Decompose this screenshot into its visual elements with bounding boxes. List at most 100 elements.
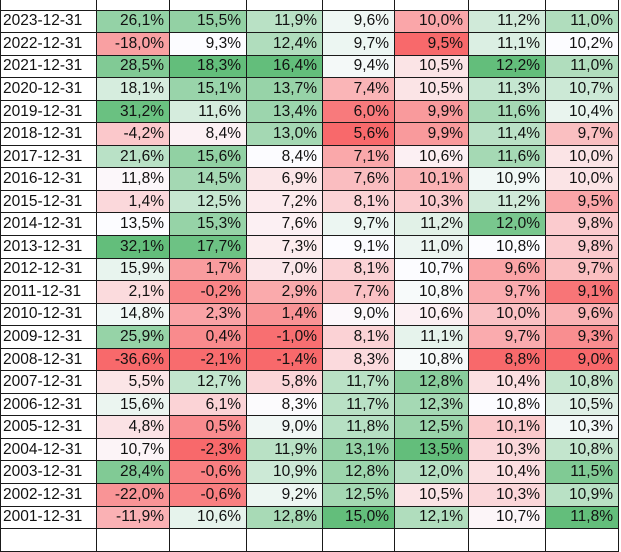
return-cell[interactable]: 12,8% [246, 505, 323, 530]
return-cell[interactable]: 8,1% [322, 325, 395, 349]
return-cell[interactable]: 12,2% [468, 54, 546, 79]
return-cell[interactable]: 13,4% [246, 99, 323, 124]
return-cell[interactable]: 9,4% [322, 54, 395, 79]
return-cell[interactable]: 13,5% [394, 437, 469, 462]
date-cell[interactable]: 2021-12-31 [0, 54, 97, 79]
return-cell[interactable]: 13,7% [246, 77, 323, 101]
return-cell[interactable]: -2,3% [169, 437, 247, 462]
return-cell[interactable]: 16,4% [246, 54, 323, 79]
return-cell[interactable]: 9,6% [322, 9, 395, 34]
header-cell[interactable] [0, 0, 97, 11]
return-cell[interactable]: 10,3% [468, 483, 546, 507]
header-cell[interactable] [169, 0, 247, 11]
return-cell[interactable]: 10,9% [545, 483, 619, 507]
return-cell[interactable]: 5,8% [246, 370, 323, 394]
return-cell[interactable]: 12,0% [394, 460, 469, 485]
return-cell[interactable]: 9,9% [394, 99, 469, 124]
date-cell[interactable]: 2006-12-31 [0, 392, 97, 417]
date-cell[interactable]: 2019-12-31 [0, 99, 97, 124]
return-cell[interactable]: 11,1% [468, 32, 546, 56]
return-cell[interactable]: 12,1% [394, 505, 469, 530]
return-cell[interactable]: 10,5% [394, 483, 469, 507]
return-cell[interactable]: -11,9% [96, 505, 170, 530]
return-cell[interactable]: 10,8% [545, 370, 619, 394]
date-cell[interactable]: 2001-12-31 [0, 505, 97, 530]
return-cell[interactable]: 10,4% [545, 99, 619, 124]
date-cell[interactable]: 2004-12-31 [0, 437, 97, 462]
date-cell[interactable]: 2012-12-31 [0, 257, 97, 282]
return-cell[interactable]: 9,6% [468, 257, 546, 282]
return-cell[interactable]: 12,4% [246, 32, 323, 56]
return-cell[interactable]: 31,2% [96, 99, 170, 124]
return-cell[interactable]: -1,0% [246, 325, 323, 349]
return-cell[interactable]: 12,5% [169, 189, 247, 214]
return-cell[interactable]: 10,0% [394, 9, 469, 34]
return-cell[interactable]: 12,3% [394, 392, 469, 417]
return-cell[interactable]: 9,0% [246, 415, 323, 439]
return-cell[interactable]: 10,8% [468, 235, 546, 259]
return-cell[interactable]: 10,7% [468, 505, 546, 530]
return-cell[interactable]: 12,7% [169, 370, 247, 394]
return-cell[interactable]: 28,5% [96, 54, 170, 79]
return-cell[interactable]: 18,1% [96, 77, 170, 101]
return-cell[interactable]: 10,9% [246, 460, 323, 485]
return-cell[interactable]: 12,8% [394, 370, 469, 394]
return-cell[interactable]: 13,1% [322, 437, 395, 462]
return-cell[interactable]: 18,3% [169, 54, 247, 79]
return-cell[interactable]: -0,6% [169, 460, 247, 485]
return-cell[interactable]: 10,0% [468, 302, 546, 327]
return-cell[interactable]: 15,0% [322, 505, 395, 530]
return-cell[interactable]: 11,3% [468, 77, 546, 101]
return-cell[interactable]: 10,4% [468, 370, 546, 394]
return-cell[interactable]: 10,6% [169, 505, 247, 530]
return-cell[interactable]: 10,5% [545, 392, 619, 417]
return-cell[interactable]: 10,8% [394, 347, 469, 372]
return-cell[interactable]: 10,6% [394, 302, 469, 327]
return-cell[interactable]: 9,1% [545, 280, 619, 304]
date-cell[interactable]: 2017-12-31 [0, 144, 97, 169]
header-cell[interactable] [468, 0, 546, 11]
return-cell[interactable]: 9,7% [322, 32, 395, 56]
return-cell[interactable]: 11,4% [468, 122, 546, 146]
date-cell[interactable]: 2020-12-31 [0, 77, 97, 101]
return-cell[interactable]: 32,1% [96, 235, 170, 259]
return-cell[interactable]: 8,1% [322, 257, 395, 282]
return-cell[interactable]: 9,3% [169, 32, 247, 56]
return-cell[interactable]: 11,8% [322, 415, 395, 439]
return-cell[interactable]: 9,3% [545, 325, 619, 349]
return-cell[interactable]: 10,8% [545, 437, 619, 462]
return-cell[interactable]: 9,1% [322, 235, 395, 259]
return-cell[interactable]: 10,8% [468, 392, 546, 417]
return-cell[interactable]: 6,9% [246, 167, 323, 191]
header-cell[interactable] [322, 0, 395, 11]
return-cell[interactable]: 8,1% [322, 189, 395, 214]
return-cell[interactable]: 11,8% [96, 167, 170, 191]
return-cell[interactable]: 9,7% [545, 257, 619, 282]
return-cell[interactable]: 2,9% [246, 280, 323, 304]
return-cell[interactable]: 7,4% [322, 77, 395, 101]
return-cell[interactable]: 14,8% [96, 302, 170, 327]
return-cell[interactable]: 11,6% [468, 144, 546, 169]
return-cell[interactable]: 10,3% [468, 437, 546, 462]
return-cell[interactable]: 14,5% [169, 167, 247, 191]
return-cell[interactable]: -4,2% [96, 122, 170, 146]
date-cell[interactable]: 2008-12-31 [0, 347, 97, 372]
return-cell[interactable]: 8,8% [468, 347, 546, 372]
return-cell[interactable]: 28,4% [96, 460, 170, 485]
return-cell[interactable]: 7,6% [246, 212, 323, 237]
return-cell[interactable]: 10,3% [394, 189, 469, 214]
date-cell[interactable]: 2023-12-31 [0, 9, 97, 34]
return-cell[interactable]: 11,0% [545, 9, 619, 34]
return-cell[interactable]: 12,5% [394, 415, 469, 439]
return-cell[interactable]: -0,2% [169, 280, 247, 304]
date-cell[interactable]: 2013-12-31 [0, 235, 97, 259]
return-cell[interactable]: 10,6% [394, 144, 469, 169]
return-cell[interactable]: 8,3% [322, 347, 395, 372]
return-cell[interactable]: 11,9% [246, 437, 323, 462]
date-cell[interactable]: 2010-12-31 [0, 302, 97, 327]
date-cell[interactable]: 2018-12-31 [0, 122, 97, 146]
return-cell[interactable]: 10,0% [545, 167, 619, 191]
return-cell[interactable]: 5,6% [322, 122, 395, 146]
date-cell[interactable]: 2003-12-31 [0, 460, 97, 485]
return-cell[interactable]: 11,7% [322, 392, 395, 417]
